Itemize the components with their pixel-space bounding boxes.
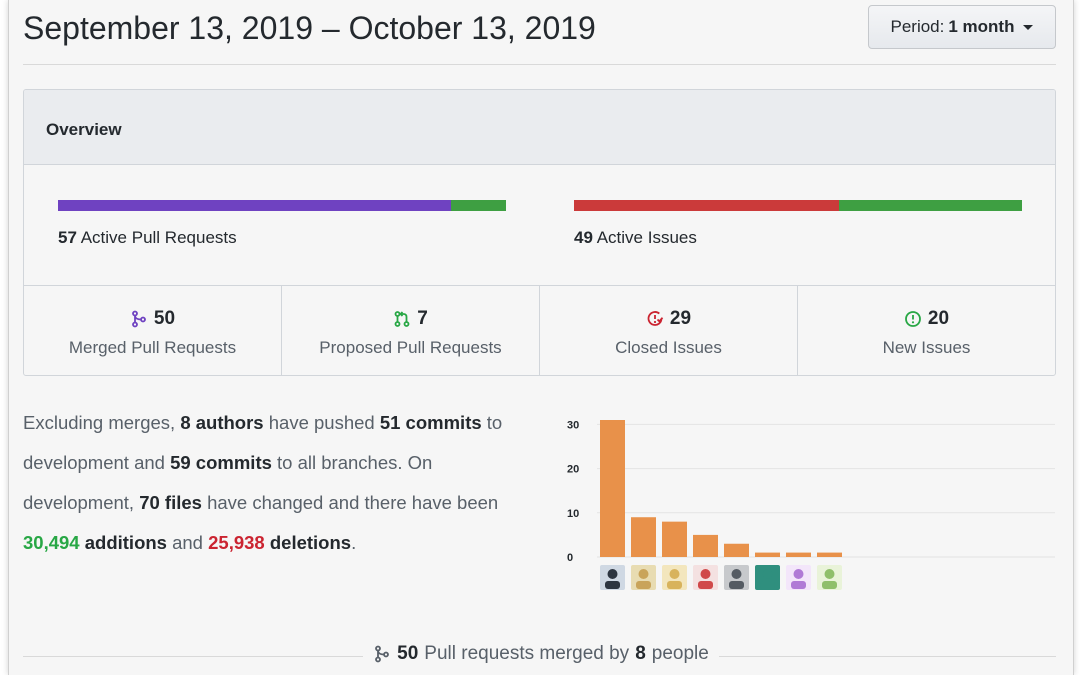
issue-opened-icon <box>904 310 922 328</box>
closed-issues-stat[interactable]: 29 Closed Issues <box>540 286 798 375</box>
author-avatar-body <box>822 581 837 589</box>
footer-text-1: Pull requests merged by <box>424 643 630 664</box>
deletions-count: 25,938 <box>208 532 265 553</box>
commits-all-branches-count: 59 commits <box>170 452 272 473</box>
summary-text-1: Excluding merges, <box>23 412 181 433</box>
git-pull-request-icon <box>393 310 411 328</box>
author-avatar-head <box>638 569 649 579</box>
page-header: September 13, 2019 – October 13, 2019 Pe… <box>23 0 1056 65</box>
author-avatar-body <box>760 581 775 589</box>
period-dropdown-button[interactable]: Period: 1 month <box>868 5 1056 49</box>
active-pr-count: 57 <box>58 228 77 247</box>
summary-text-7: . <box>351 532 357 553</box>
chevron-down-icon <box>1023 24 1034 30</box>
active-issues-label: Active Issues <box>596 228 697 247</box>
authors-count: 8 authors <box>180 412 264 433</box>
overview-stats: 50 Merged Pull Requests 7 Proposed Pull … <box>24 286 1055 375</box>
author-avatar-body <box>791 581 806 589</box>
proposed-pr-label: Proposed Pull Requests <box>319 338 502 357</box>
active-pr-label: Active Pull Requests <box>80 228 237 247</box>
author-avatar-head <box>824 569 835 579</box>
y-tick-label: 20 <box>567 464 579 476</box>
additions-word: additions <box>84 532 167 553</box>
author-avatar-head <box>793 569 804 579</box>
issues-progress-bar <box>574 200 1022 211</box>
summary-text-2: have pushed <box>263 412 380 433</box>
closed-issues-segment <box>574 200 840 211</box>
merged-pull-requests-stat[interactable]: 50 Merged Pull Requests <box>24 286 282 375</box>
date-range-title: September 13, 2019 – October 13, 2019 <box>23 10 596 46</box>
chart-bar <box>724 543 749 557</box>
merged-prs-footer: 50 Pull requests merged by 8 people <box>9 643 1073 668</box>
new-issues-segment <box>839 200 1022 211</box>
proposed-pr-value: 7 <box>417 308 428 329</box>
git-merge-icon <box>373 645 391 663</box>
author-avatar-head <box>762 569 773 579</box>
author-avatar-body <box>636 581 651 589</box>
active-issues-link[interactable]: 49 Active Issues <box>574 228 697 248</box>
author-avatar-body <box>729 581 744 589</box>
issue-closed-icon <box>646 310 664 328</box>
chart-bar <box>786 552 811 557</box>
summary-text-3: to development and <box>23 412 503 473</box>
author-avatar-body <box>667 581 682 589</box>
new-issues-label: New Issues <box>882 338 971 357</box>
proposed-pr-segment <box>450 200 506 211</box>
closed-issues-value: 29 <box>669 308 692 329</box>
footer-text-2: people <box>651 643 709 664</box>
chart-bar <box>755 552 780 557</box>
deletions-word: deletions <box>269 532 352 553</box>
author-avatar-body <box>605 581 620 589</box>
new-issues-value: 20 <box>927 308 950 329</box>
overview-bars: 57 Active Pull Requests 49 Active Issues <box>24 165 1055 286</box>
git-merge-icon <box>130 310 148 328</box>
commits-by-author-chart: 30 20 10 0 <box>567 419 1055 590</box>
y-tick-label: 10 <box>567 508 579 520</box>
additions-count: 30,494 <box>23 532 80 553</box>
chart-bar <box>693 534 718 557</box>
commits-development-count: 51 commits <box>379 412 482 433</box>
commit-summary-text: Excluding merges, 8 authors have pushed … <box>23 403 533 563</box>
summary-text-5: have changed and there have been <box>201 492 499 513</box>
files-changed-count: 70 files <box>139 492 202 513</box>
active-pull-requests-link[interactable]: 57 Active Pull Requests <box>58 228 237 248</box>
pulse-page: September 13, 2019 – October 13, 2019 Pe… <box>8 0 1074 675</box>
active-issues-count: 49 <box>574 228 593 247</box>
merged-pr-value: 50 <box>153 308 176 329</box>
author-avatar-body <box>698 581 713 589</box>
new-issues-stat[interactable]: 20 New Issues <box>798 286 1055 375</box>
period-prefix: Period: <box>890 17 945 36</box>
author-avatar-head <box>731 569 742 579</box>
y-tick-label: 0 <box>567 552 573 564</box>
chart-bar <box>662 521 687 557</box>
chart-bar <box>631 517 656 557</box>
summary-text-4: to all branches. On development, <box>23 452 433 513</box>
footer-people-count: 8 <box>635 643 646 664</box>
merged-pr-segment <box>58 200 451 211</box>
chart-bar <box>817 552 842 557</box>
overview-title: Overview <box>24 90 1055 165</box>
overview-panel: Overview 57 Active Pull Requests 49 Acti… <box>23 89 1056 376</box>
period-value: 1 month <box>948 17 1015 36</box>
author-avatar-head <box>607 569 618 579</box>
author-avatar-head <box>700 569 711 579</box>
summary-text-6: and <box>166 532 209 553</box>
merged-pr-label: Merged Pull Requests <box>68 338 237 357</box>
y-tick-label: 30 <box>567 419 579 431</box>
proposed-pull-requests-stat[interactable]: 7 Proposed Pull Requests <box>282 286 540 375</box>
footer-merged-count: 50 <box>397 643 419 664</box>
chart-bar <box>600 420 625 557</box>
author-avatar-head <box>669 569 680 579</box>
pull-requests-progress-bar <box>58 200 506 211</box>
closed-issues-label: Closed Issues <box>615 338 722 357</box>
